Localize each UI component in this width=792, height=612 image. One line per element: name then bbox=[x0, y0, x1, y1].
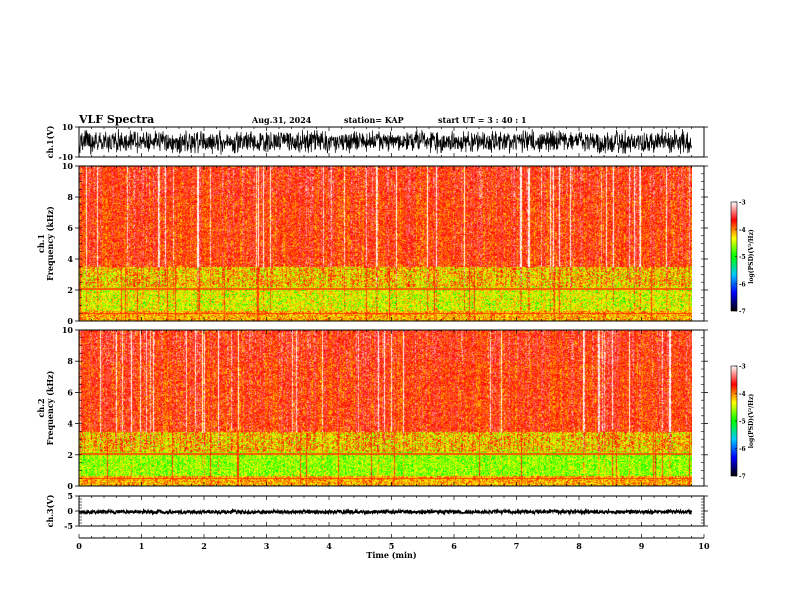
x-tick-label: 10 bbox=[698, 541, 710, 551]
ch2-spectrogram-colorbar-title: log(PSD)(V²/Hz) bbox=[748, 394, 755, 449]
x-tick-label: 2 bbox=[201, 541, 207, 551]
station-label: station= KAP bbox=[344, 115, 404, 125]
ch3-waveform-trace bbox=[78, 507, 693, 516]
ch2-spectrogram-ylabel: Frequency (kHz) bbox=[45, 370, 55, 445]
x-tick-label: 7 bbox=[514, 541, 520, 551]
ch2-spectrogram-ytick-label: 2 bbox=[67, 450, 73, 460]
x-tick-label: 4 bbox=[326, 541, 332, 551]
ch1-waveform-ytick-label: 10 bbox=[62, 122, 74, 132]
ch2-spectrogram-ytick-label: 6 bbox=[67, 387, 73, 397]
ch3-waveform-ytick-label: -5 bbox=[64, 521, 73, 531]
ch1-waveform-ylabel: ch.1(V) bbox=[45, 125, 55, 158]
figure-title: VLF Spectra bbox=[79, 113, 155, 126]
x-tick-label: 5 bbox=[389, 541, 395, 551]
ch3-waveform-ylabel: ch.3(V) bbox=[45, 494, 55, 527]
ch1-spectrogram-ytick-label: 4 bbox=[67, 254, 73, 264]
ch1-spectrogram-ylabel: Frequency (kHz) bbox=[45, 206, 55, 281]
ch2-spectrogram-image bbox=[79, 330, 692, 486]
date-label: Aug.31, 2024 bbox=[252, 115, 312, 125]
ch2-spectrogram-ytick-label: 0 bbox=[67, 481, 73, 491]
ch1-spectrogram-colorbar-label: -3 bbox=[739, 200, 746, 207]
ch1-spectrogram-colorbar-title: log(PSD)(V²/Hz) bbox=[748, 229, 755, 284]
ch2-spectrogram-ylabel: ch.2 bbox=[36, 398, 46, 417]
ch1-spectrogram-ytick-label: 8 bbox=[67, 192, 73, 202]
x-tick-label: 8 bbox=[576, 541, 582, 551]
ch2-spectrogram-colorbar-label: -5 bbox=[739, 419, 746, 426]
x-tick-label: 1 bbox=[139, 541, 145, 551]
ch1-spectrogram-colorbar-label: -5 bbox=[739, 254, 746, 261]
ch1-waveform-trace bbox=[78, 128, 692, 155]
x-axis-label: Time (min) bbox=[366, 550, 416, 560]
ch1-spectrogram-ytick-label: 0 bbox=[67, 316, 73, 326]
ch3-waveform-ytick-label: 0 bbox=[67, 506, 73, 516]
x-tick-label: 9 bbox=[639, 541, 645, 551]
ch1-spectrogram-ytick-label: 10 bbox=[62, 161, 74, 171]
ch2-spectrogram-ytick-label: 10 bbox=[62, 325, 74, 335]
ch3-waveform-ytick-label: 5 bbox=[67, 491, 73, 501]
start-time-label: start UT = 3 : 40 : 1 bbox=[438, 115, 527, 125]
x-tick-label: 0 bbox=[76, 541, 82, 551]
ch1-waveform-ytick-label: -10 bbox=[59, 152, 74, 162]
ch2-spectrogram-colorbar-label: -4 bbox=[739, 391, 746, 398]
x-tick-label: 6 bbox=[451, 541, 457, 551]
ch1-spectrogram-ylabel: ch.1 bbox=[36, 234, 46, 253]
ch1-spectrogram-colorbar-label: -7 bbox=[739, 309, 746, 316]
ch2-spectrogram-ytick-label: 4 bbox=[67, 419, 73, 429]
ch2-spectrogram-colorbar-label: -3 bbox=[739, 364, 746, 371]
ch1-spectrogram-colorbar-label: -4 bbox=[739, 227, 746, 234]
x-tick-label: 3 bbox=[264, 541, 270, 551]
ch1-spectrogram-ytick-label: 2 bbox=[67, 285, 73, 295]
ch2-spectrogram-colorbar-label: -7 bbox=[739, 474, 746, 481]
ch1-spectrogram-ytick-label: 6 bbox=[67, 223, 73, 233]
ch1-spectrogram-image bbox=[79, 166, 692, 321]
ch2-spectrogram-colorbar-label: -6 bbox=[739, 446, 746, 453]
ch1-spectrogram-colorbar-label: -6 bbox=[739, 281, 746, 288]
ch2-spectrogram-ytick-label: 8 bbox=[67, 356, 73, 366]
